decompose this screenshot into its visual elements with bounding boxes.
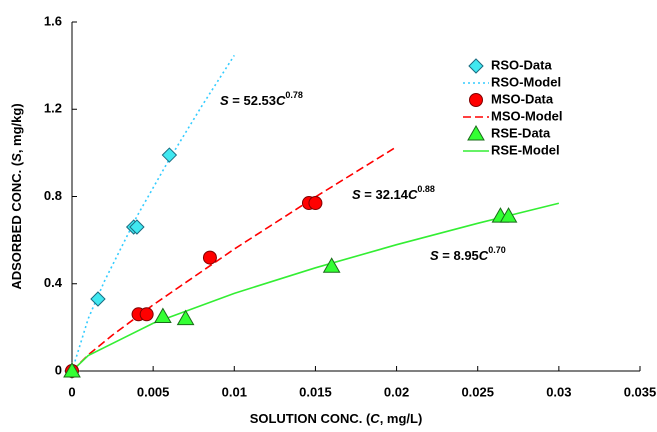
diamond-marker	[90, 291, 106, 307]
x-tick-label: 0.015	[299, 384, 332, 399]
equation-part: C	[479, 248, 489, 263]
circle-marker	[139, 307, 154, 322]
y-tick-label: 0	[55, 362, 62, 377]
equation-part: 0.88	[417, 184, 435, 194]
x-tick-label: 0.005	[137, 384, 170, 399]
y-tick-label: 0.8	[44, 188, 62, 203]
legend-marker	[467, 124, 485, 141]
y-tick-label: 1.6	[44, 13, 62, 28]
model-line	[71, 54, 235, 372]
triangle-marker	[322, 257, 341, 273]
legend-label: RSO-Data	[491, 57, 552, 72]
equation-part: 0.78	[285, 90, 303, 100]
y-tick-label: 0.4	[44, 275, 63, 290]
equation-part: = 32.14	[361, 187, 409, 202]
y-tick-label: 1.2	[44, 101, 62, 116]
x-axis-title: SOLUTION CONC. (C, mg/L)	[250, 411, 423, 426]
legend-label: RSE-Model	[491, 142, 560, 157]
diamond-marker	[161, 147, 178, 163]
triangle-marker	[176, 309, 195, 326]
x-tick-label: 0	[68, 384, 75, 399]
equation: S = 8.95C0.70	[430, 245, 506, 263]
equation-part: 0.70	[488, 245, 506, 255]
y-axis-title-part: ADSORBED CONC. (	[9, 161, 24, 290]
x-tick-label: 0.01	[222, 384, 247, 399]
equation-part: = 52.53	[229, 93, 276, 108]
equation-part: C	[408, 187, 418, 202]
equation: S = 52.53C0.78	[220, 90, 303, 108]
equation-part: = 8.95	[439, 248, 479, 263]
legend-marker	[468, 58, 484, 74]
legend-label: MSO-Data	[491, 91, 554, 106]
diamond-marker	[129, 219, 145, 235]
equation-part: S	[352, 187, 361, 202]
x-axis-title-part: C	[370, 411, 380, 426]
equation: S = 32.14C0.88	[352, 184, 435, 202]
x-axis-title-part: SOLUTION CONC. (	[250, 411, 371, 426]
equation-part: S	[430, 248, 439, 263]
circle-marker	[308, 196, 323, 211]
triangle-marker	[499, 207, 518, 223]
legend-label: RSE-Data	[491, 125, 551, 140]
legend-label: RSO-Model	[491, 74, 561, 89]
x-tick-label: 0.03	[546, 384, 571, 399]
model-line	[71, 202, 560, 372]
y-axis-title-part: S	[9, 153, 24, 162]
equation-part: C	[276, 93, 286, 108]
x-tick-label: 0.035	[624, 384, 657, 399]
x-tick-label: 0.02	[384, 384, 409, 399]
legend-label: MSO-Model	[491, 108, 563, 123]
legend-marker	[469, 93, 483, 107]
equation-part: S	[220, 93, 229, 108]
circle-marker	[202, 250, 217, 265]
x-axis-title-part: , mg/L)	[380, 411, 423, 426]
triangle-marker	[63, 361, 81, 378]
triangle-marker	[154, 307, 172, 323]
y-axis-title: ADSORBED CONC. (S, mg/kg)	[9, 103, 24, 289]
y-axis-title-part: , mg/kg)	[9, 103, 24, 153]
x-tick-label: 0.025	[461, 384, 494, 399]
